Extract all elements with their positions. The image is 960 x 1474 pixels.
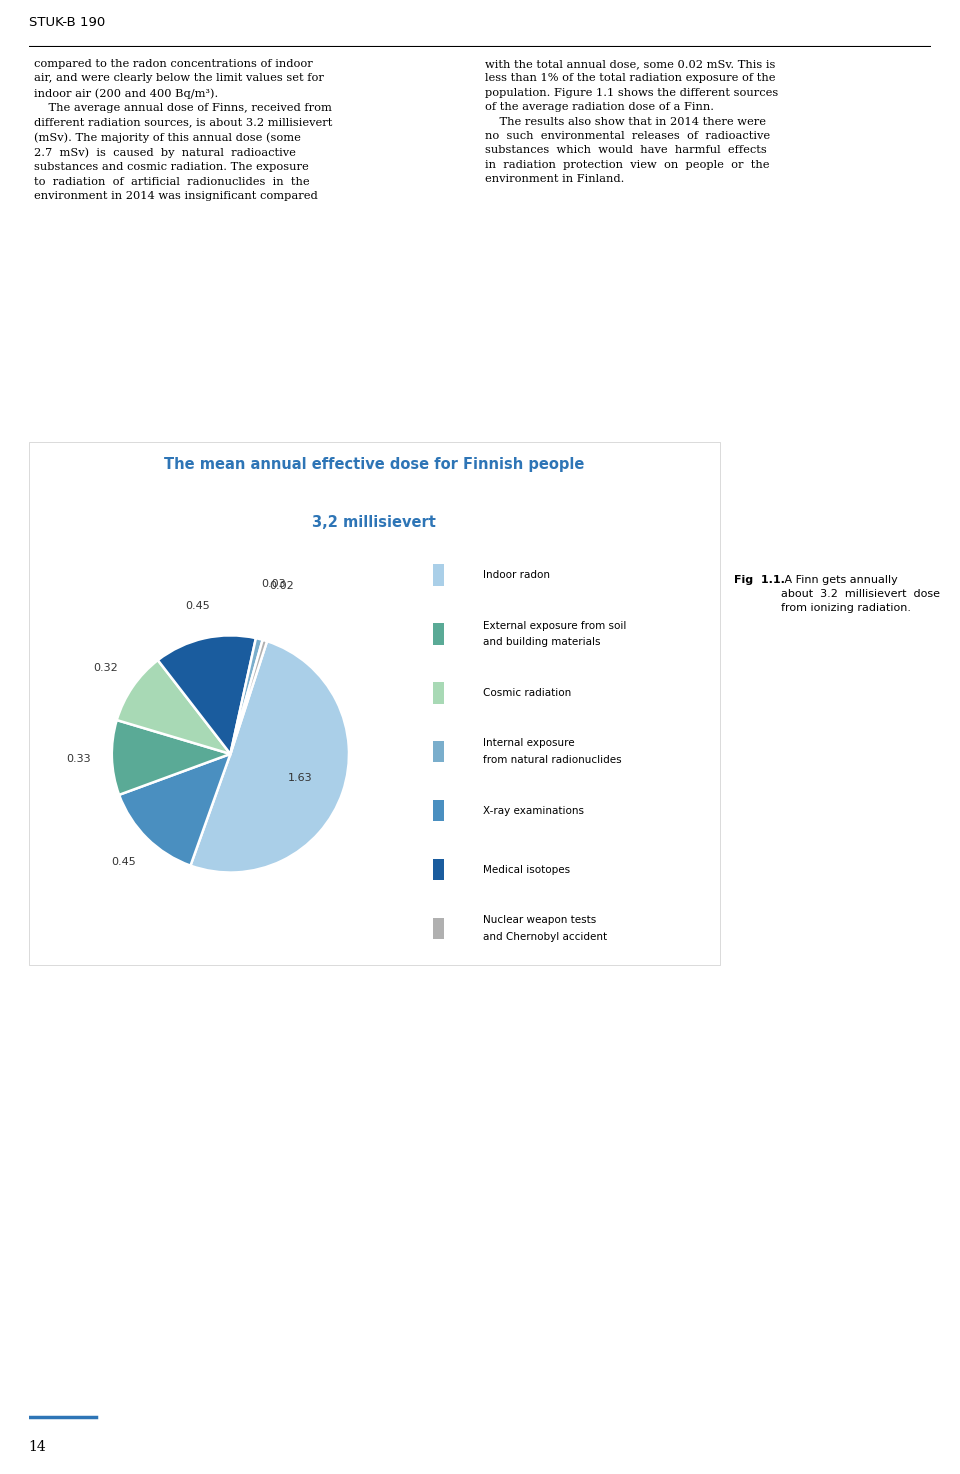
Text: A Finn gets annually
about  3.2  millisievert  dose
from ionizing radiation.: A Finn gets annually about 3.2 millisiev…: [780, 575, 940, 613]
Wedge shape: [190, 641, 349, 873]
Text: Medical isotopes: Medical isotopes: [483, 865, 570, 874]
Wedge shape: [111, 721, 230, 794]
Text: and building materials: and building materials: [483, 637, 600, 647]
Text: Indoor radon: Indoor radon: [483, 570, 550, 579]
Text: compared to the radon concentrations of indoor
air, and were clearly below the l: compared to the radon concentrations of …: [34, 59, 332, 200]
Text: Internal exposure: Internal exposure: [483, 738, 574, 749]
FancyBboxPatch shape: [433, 682, 444, 703]
FancyBboxPatch shape: [433, 859, 444, 880]
Wedge shape: [230, 638, 263, 755]
Text: 0.45: 0.45: [184, 601, 209, 610]
Text: 0.33: 0.33: [66, 753, 91, 764]
Text: 0.02: 0.02: [269, 581, 294, 591]
Text: 1.63: 1.63: [288, 772, 312, 783]
Text: STUK-B 190: STUK-B 190: [29, 16, 105, 29]
Text: External exposure from soil: External exposure from soil: [483, 621, 626, 631]
Text: Nuclear weapon tests: Nuclear weapon tests: [483, 915, 596, 926]
FancyBboxPatch shape: [433, 741, 444, 762]
Text: 14: 14: [29, 1440, 46, 1455]
Text: 3,2 millisievert: 3,2 millisievert: [312, 516, 437, 531]
FancyBboxPatch shape: [433, 565, 444, 585]
Text: 0.32: 0.32: [93, 663, 117, 674]
Text: Fig  1.1.: Fig 1.1.: [734, 575, 785, 585]
Text: 0.45: 0.45: [111, 856, 136, 867]
Text: and Chernobyl accident: and Chernobyl accident: [483, 932, 607, 942]
Text: The mean annual effective dose for Finnish people: The mean annual effective dose for Finni…: [164, 457, 585, 472]
Text: from natural radionuclides: from natural radionuclides: [483, 755, 621, 765]
Wedge shape: [230, 640, 267, 755]
Wedge shape: [119, 755, 230, 865]
Wedge shape: [157, 635, 256, 755]
FancyBboxPatch shape: [433, 624, 444, 644]
Wedge shape: [117, 660, 230, 755]
Text: X-ray examinations: X-ray examinations: [483, 806, 584, 815]
FancyBboxPatch shape: [433, 918, 444, 939]
Text: 0.03: 0.03: [261, 579, 285, 588]
Text: with the total annual dose, some 0.02 mSv. This is
less than 1% of the total rad: with the total annual dose, some 0.02 mS…: [485, 59, 778, 184]
Text: Cosmic radiation: Cosmic radiation: [483, 688, 571, 697]
FancyBboxPatch shape: [433, 800, 444, 821]
